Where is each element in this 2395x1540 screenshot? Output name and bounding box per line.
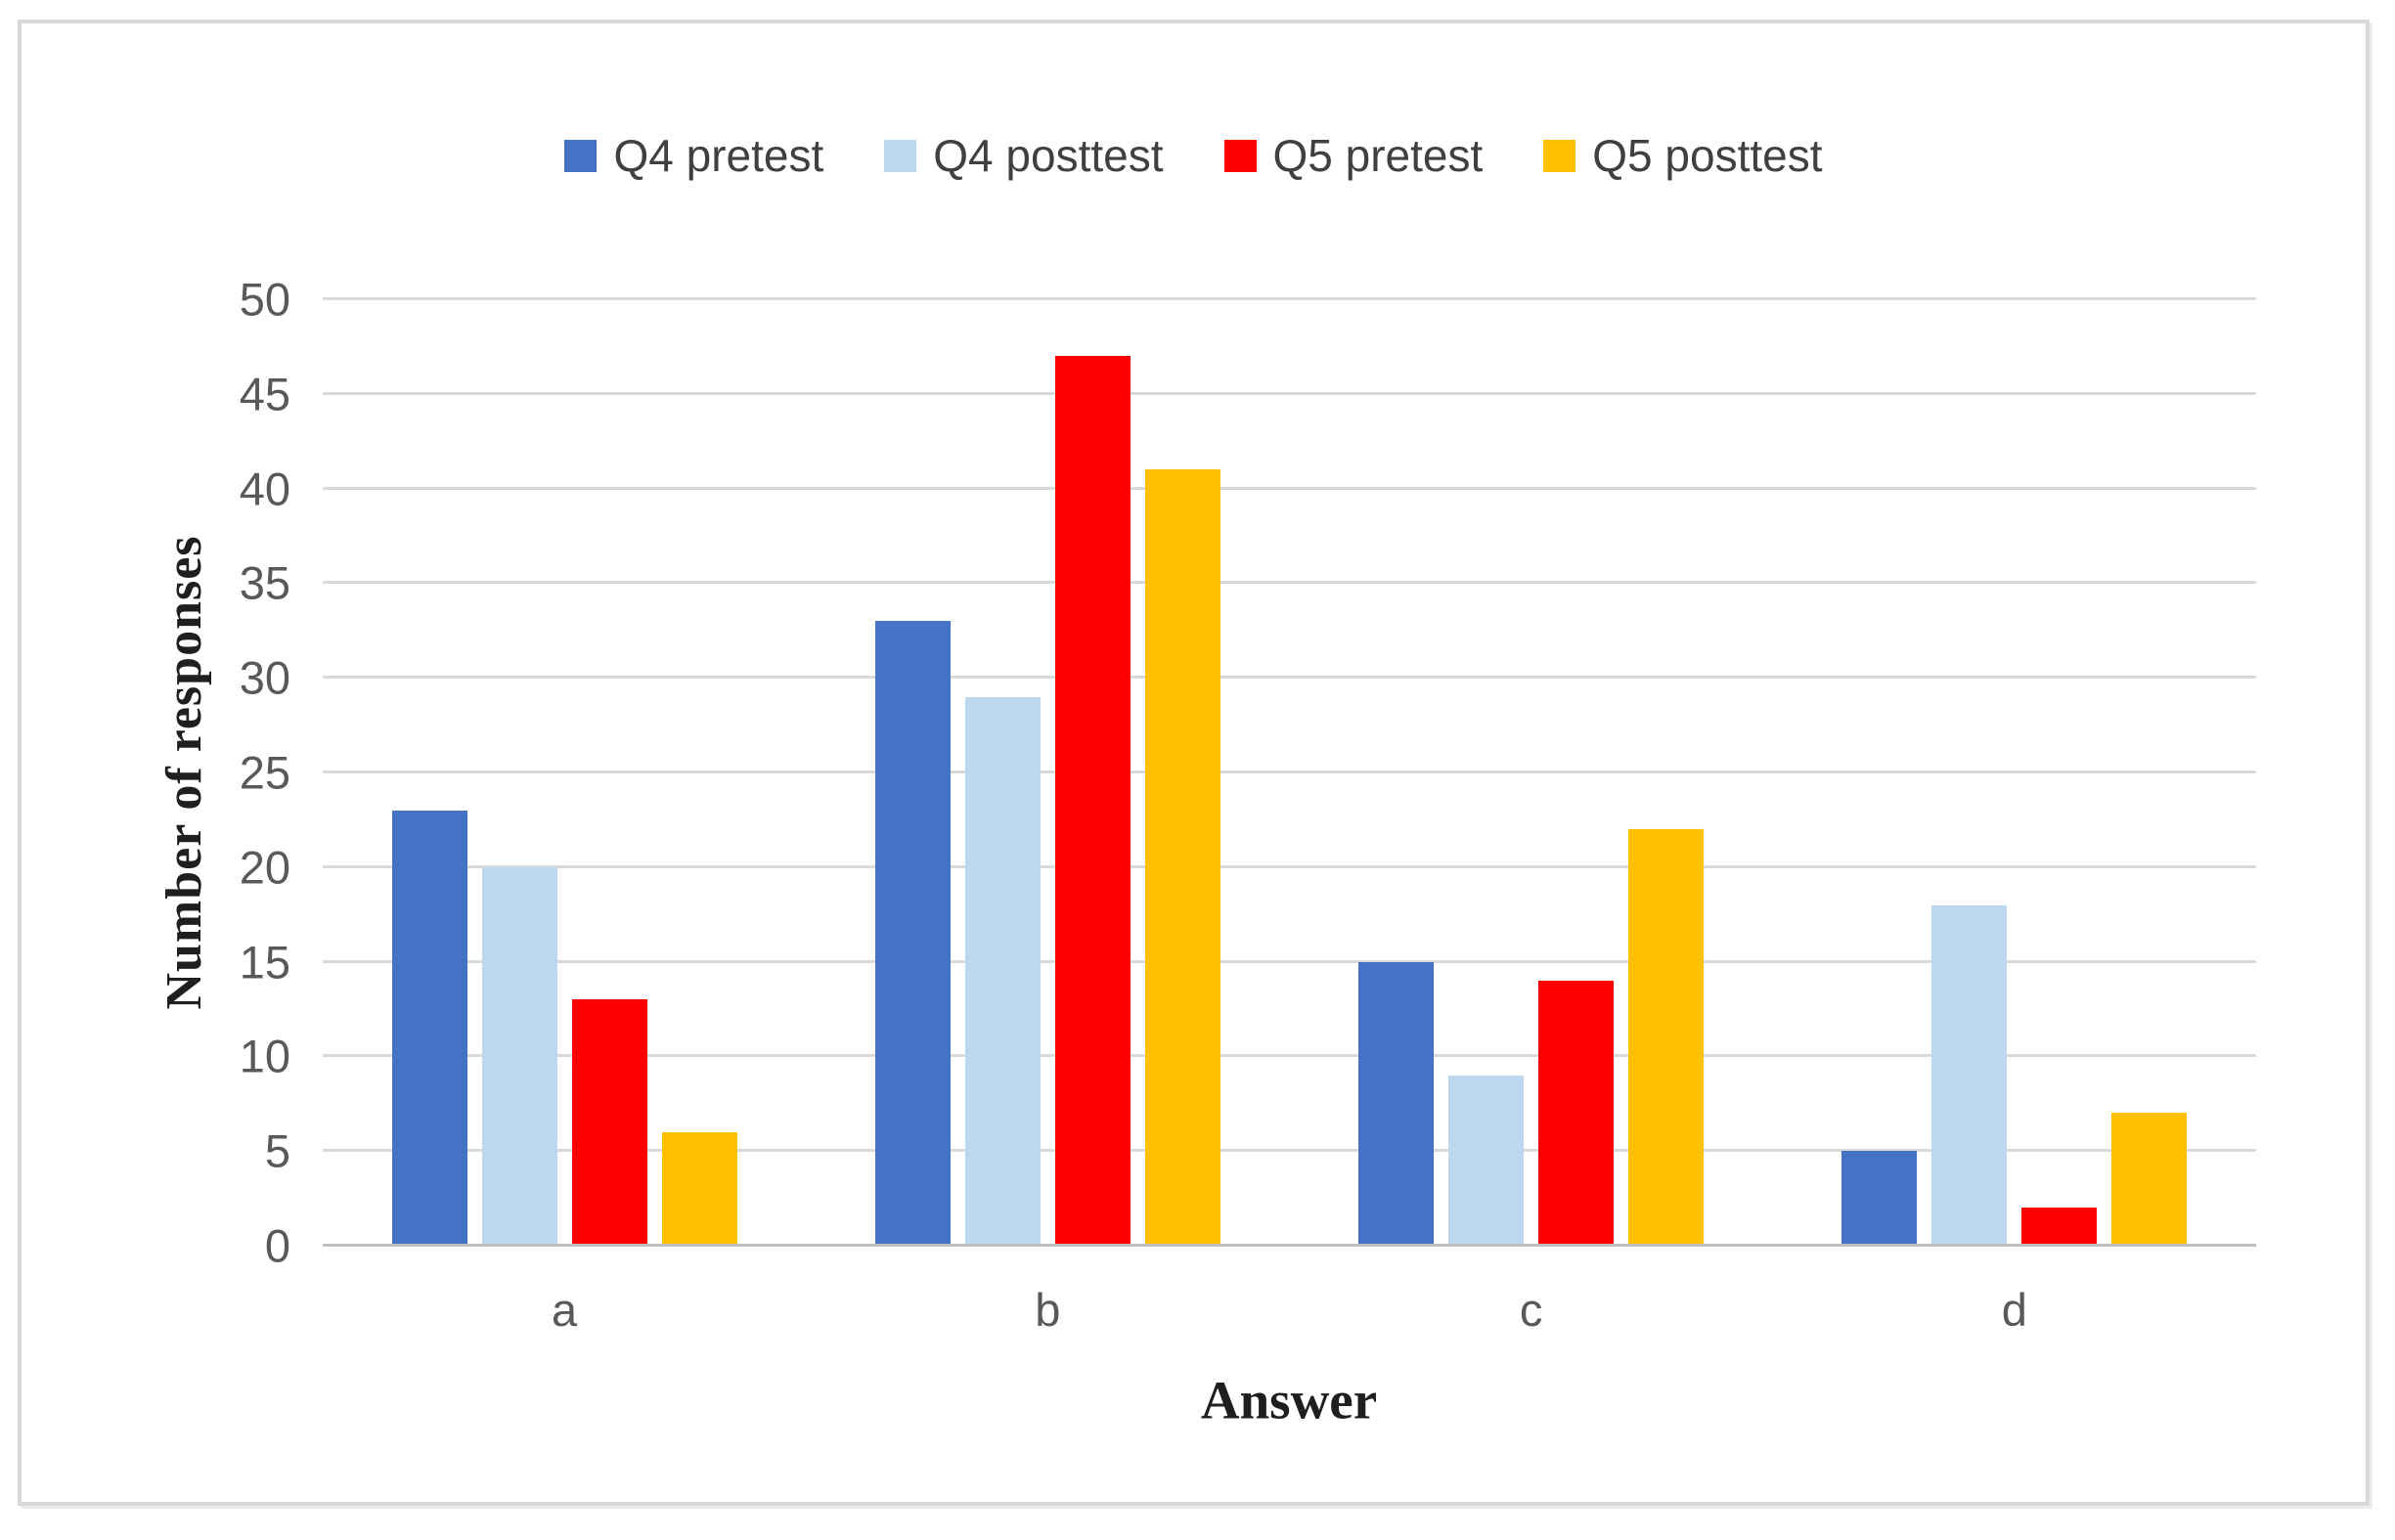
legend-swatch-icon: [884, 139, 917, 172]
bar-d-q5-pretest: [2021, 1208, 2098, 1246]
x-axis-line: [323, 1244, 2256, 1247]
bar-c-q4-posttest: [1448, 1075, 1525, 1246]
legend-swatch-icon: [1223, 139, 1257, 172]
y-tick-label: 45: [239, 368, 290, 420]
bar-c-q5-posttest: [1628, 829, 1705, 1246]
gridline: [323, 959, 2256, 963]
bar-a-q4-pretest: [391, 810, 467, 1246]
y-tick-label: 10: [239, 1030, 290, 1082]
y-tick-label: 15: [239, 936, 290, 989]
bar-d-q5-posttest: [2111, 1113, 2188, 1246]
bar-c-q5-pretest: [1538, 980, 1615, 1246]
gridline: [323, 581, 2256, 585]
y-tick-label: 40: [239, 462, 290, 515]
bar-b-q5-posttest: [1144, 469, 1220, 1246]
legend-item-q5-posttest: Q5 posttest: [1543, 129, 1823, 182]
y-tick-label: 50: [239, 273, 290, 326]
bar-a-q4-posttest: [481, 866, 557, 1246]
gridline: [323, 297, 2256, 300]
x-category-label-a: a: [552, 1284, 578, 1336]
gridline: [323, 1149, 2256, 1153]
legend-label: Q4 posttest: [933, 130, 1164, 181]
x-category-label-c: c: [1519, 1284, 1543, 1336]
legend-item-q4-pretest: Q4 pretest: [564, 129, 823, 182]
bar-b-q4-pretest: [874, 621, 951, 1246]
bar-b-q5-pretest: [1054, 356, 1131, 1246]
y-tick-label: 20: [239, 841, 290, 894]
x-category-label-d: d: [2001, 1284, 2027, 1336]
y-tick-label: 25: [239, 746, 290, 799]
y-tick-label: 5: [264, 1124, 290, 1177]
gridline: [323, 391, 2256, 395]
bar-a-q5-pretest: [571, 999, 647, 1246]
legend-label: Q5 pretest: [1272, 130, 1484, 181]
x-category-label-b: b: [1035, 1284, 1061, 1336]
chart-border-frame: Q4 pretest Q4 posttest Q5 pretest Q5 postte…: [18, 20, 2370, 1506]
bar-a-q5-posttest: [661, 1131, 737, 1246]
bar-b-q4-posttest: [964, 696, 1041, 1246]
y-axis-title: Number of responses: [156, 535, 212, 1010]
bar-d-q4-pretest: [1841, 1151, 1918, 1246]
bar-d-q4-posttest: [1931, 904, 2008, 1246]
y-tick-label: 35: [239, 556, 290, 609]
legend: Q4 pretest Q4 posttest Q5 pretest Q5 postte…: [22, 129, 2366, 182]
y-tick-label: 0: [264, 1219, 290, 1272]
x-axis-title: Answer: [1200, 1370, 1378, 1430]
plot-area: [323, 297, 2256, 1247]
y-tick-label: 30: [239, 651, 290, 704]
legend-swatch-icon: [564, 139, 598, 172]
legend-item-q5-pretest: Q5 pretest: [1223, 129, 1484, 182]
gridline: [323, 770, 2256, 773]
gridline: [323, 864, 2256, 868]
bar-c-q4-pretest: [1358, 961, 1435, 1246]
legend-swatch-icon: [1543, 139, 1576, 172]
legend-item-q4-posttest: Q4 posttest: [884, 129, 1164, 182]
gridline: [323, 1054, 2256, 1058]
legend-label: Q4 pretest: [613, 130, 824, 181]
gridline: [323, 676, 2256, 680]
gridline: [323, 486, 2256, 490]
legend-label: Q5 posttest: [1592, 130, 1823, 181]
